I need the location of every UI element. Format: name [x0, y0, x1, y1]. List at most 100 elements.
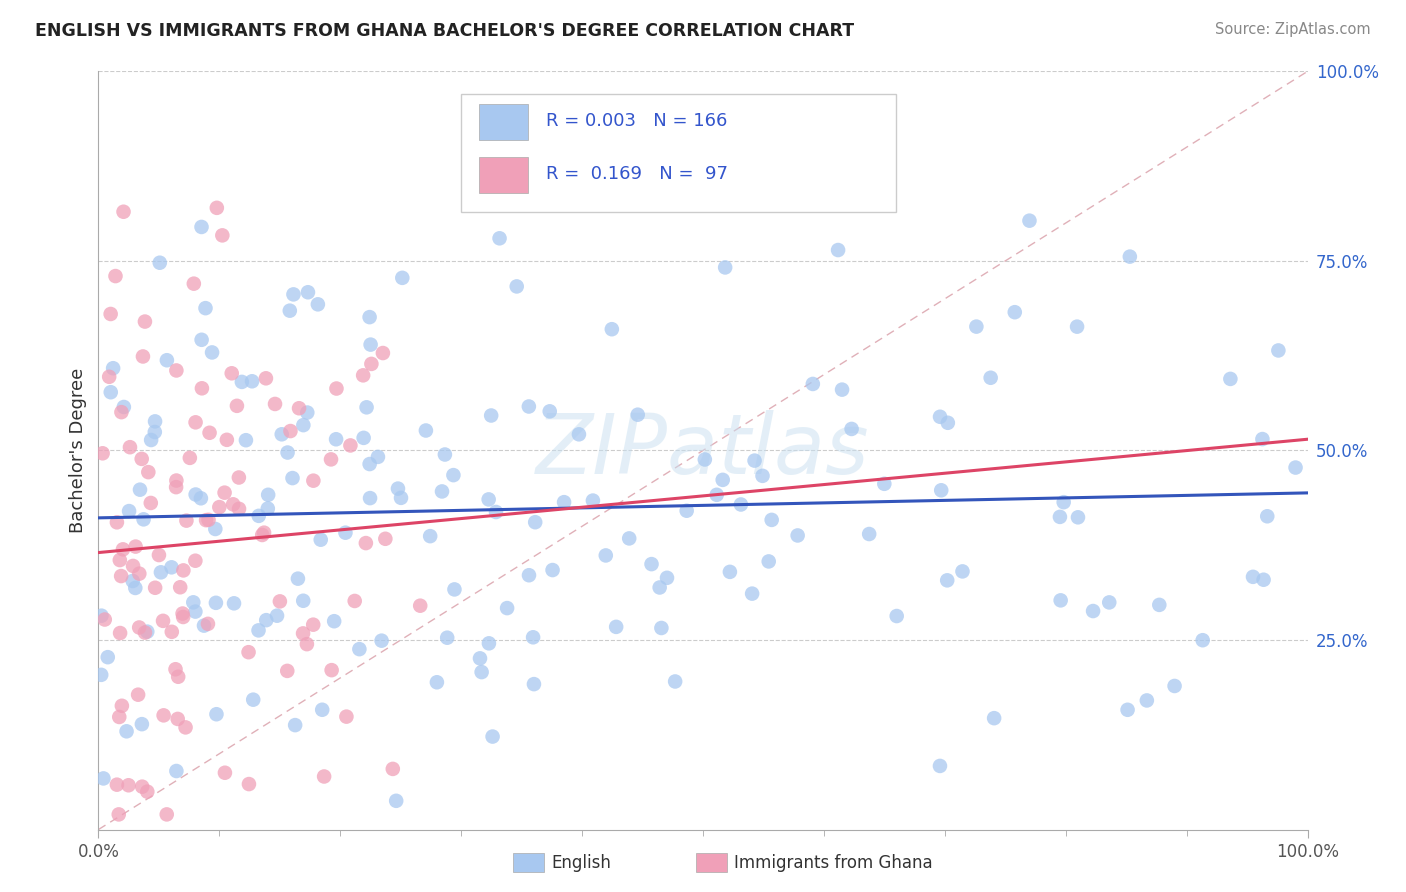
- Point: [831, 383, 853, 397]
- Point: [321, 663, 343, 677]
- Point: [307, 297, 329, 311]
- Point: [205, 596, 228, 610]
- Point: [197, 513, 219, 527]
- Point: [323, 614, 346, 628]
- Point: [436, 631, 458, 645]
- Point: [215, 433, 238, 447]
- Text: Source: ZipAtlas.com: Source: ZipAtlas.com: [1215, 22, 1371, 37]
- Point: [211, 228, 233, 243]
- Point: [936, 416, 959, 430]
- Point: [205, 201, 228, 215]
- Text: English: English: [551, 854, 612, 871]
- Point: [166, 712, 188, 726]
- Text: R =  0.169   N =  97: R = 0.169 N = 97: [546, 166, 728, 184]
- Point: [761, 513, 783, 527]
- Point: [381, 762, 404, 776]
- Point: [184, 487, 207, 501]
- Point: [664, 674, 686, 689]
- Point: [468, 651, 491, 665]
- Point: [1116, 703, 1139, 717]
- Point: [184, 605, 207, 619]
- Point: [389, 491, 412, 505]
- Point: [1049, 593, 1071, 607]
- Point: [256, 501, 278, 516]
- Point: [112, 400, 135, 414]
- Point: [292, 593, 315, 607]
- Point: [517, 568, 540, 582]
- Point: [353, 431, 375, 445]
- Point: [190, 219, 212, 234]
- Point: [650, 621, 672, 635]
- Point: [101, 361, 124, 376]
- Point: [165, 474, 187, 488]
- Point: [1049, 509, 1071, 524]
- Point: [359, 310, 381, 325]
- Point: [117, 778, 139, 792]
- Point: [335, 525, 357, 540]
- Point: [238, 777, 260, 791]
- Point: [198, 425, 221, 440]
- Point: [247, 508, 270, 523]
- Point: [370, 633, 392, 648]
- Point: [441, 468, 464, 483]
- Point: [311, 703, 333, 717]
- Point: [169, 580, 191, 594]
- Point: [283, 287, 305, 301]
- Point: [132, 350, 155, 364]
- Point: [124, 581, 146, 595]
- Point: [139, 496, 162, 510]
- Point: [134, 314, 156, 328]
- Point: [174, 720, 197, 734]
- Point: [110, 405, 132, 419]
- Point: [758, 554, 780, 568]
- Point: [553, 495, 575, 509]
- Point: [1004, 305, 1026, 319]
- Point: [270, 427, 292, 442]
- Point: [128, 620, 150, 634]
- Point: [136, 785, 159, 799]
- Point: [226, 399, 249, 413]
- Point: [238, 645, 260, 659]
- Point: [295, 637, 318, 651]
- Point: [786, 528, 808, 542]
- Point: [110, 569, 132, 583]
- Point: [276, 664, 298, 678]
- Point: [640, 557, 662, 571]
- Point: [1098, 595, 1121, 609]
- Point: [208, 500, 231, 515]
- Point: [108, 710, 131, 724]
- Point: [391, 270, 413, 285]
- Point: [481, 730, 503, 744]
- Point: [115, 724, 138, 739]
- Point: [152, 614, 174, 628]
- Point: [104, 269, 127, 284]
- Point: [1191, 633, 1213, 648]
- Y-axis label: Bachelor's Degree: Bachelor's Degree: [69, 368, 87, 533]
- Point: [1241, 570, 1264, 584]
- Point: [254, 371, 277, 385]
- Point: [496, 601, 519, 615]
- Point: [143, 425, 166, 439]
- Point: [352, 368, 374, 383]
- Point: [319, 452, 342, 467]
- Point: [280, 424, 302, 438]
- Point: [193, 618, 215, 632]
- Point: [172, 607, 194, 621]
- Text: R = 0.003   N = 166: R = 0.003 N = 166: [546, 112, 727, 130]
- Point: [419, 529, 441, 543]
- Text: Immigrants from Ghana: Immigrants from Ghana: [734, 854, 932, 871]
- Point: [886, 609, 908, 624]
- Point: [165, 363, 187, 377]
- Point: [302, 617, 325, 632]
- Point: [183, 277, 205, 291]
- Point: [129, 483, 152, 497]
- Point: [478, 636, 501, 650]
- Point: [675, 504, 697, 518]
- Point: [980, 371, 1002, 385]
- Point: [1066, 319, 1088, 334]
- Point: [524, 515, 547, 529]
- Point: [197, 616, 219, 631]
- Point: [201, 345, 224, 359]
- Point: [827, 243, 849, 257]
- Point: [91, 446, 114, 460]
